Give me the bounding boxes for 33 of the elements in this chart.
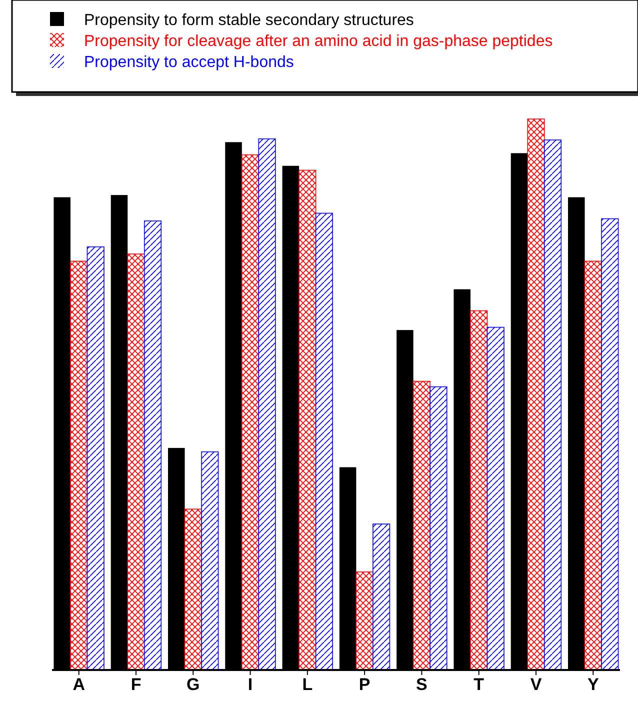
- x-tick-label: Y: [587, 675, 600, 694]
- x-tick-label: V: [530, 675, 542, 694]
- bar: [127, 254, 145, 670]
- x-tick-label: L: [302, 675, 313, 694]
- bar: [486, 326, 504, 670]
- bar: [356, 572, 374, 670]
- bar: [372, 524, 390, 670]
- bar: [242, 154, 260, 670]
- bar: [430, 386, 448, 670]
- bar: [298, 170, 316, 670]
- legend-label: Propensity for cleavage after an amino acid in gas-phase peptides: [84, 33, 553, 50]
- bar: [315, 212, 333, 670]
- x-tick-label: S: [416, 675, 428, 694]
- bar: [544, 140, 562, 670]
- x-tick-label: T: [474, 675, 485, 694]
- bar: [144, 220, 162, 670]
- legend-label: Propensity to accept H-bonds: [84, 54, 294, 71]
- bar: [184, 508, 202, 670]
- bar: [470, 310, 488, 670]
- x-tick-label: G: [186, 675, 200, 694]
- x-tick-label: F: [130, 675, 142, 694]
- x-tick-label: I: [248, 675, 253, 694]
- bar: [412, 380, 430, 670]
- legend-label: Propensity to form stable secondary structures: [84, 12, 414, 29]
- bar: [86, 246, 104, 670]
- bar: [601, 218, 619, 670]
- bar: [258, 138, 276, 670]
- x-tick-label: A: [72, 675, 85, 694]
- x-tick-label: P: [358, 675, 370, 694]
- bar: [527, 118, 545, 670]
- bar: [70, 260, 88, 670]
- bar: [584, 260, 602, 670]
- bar: [201, 451, 219, 670]
